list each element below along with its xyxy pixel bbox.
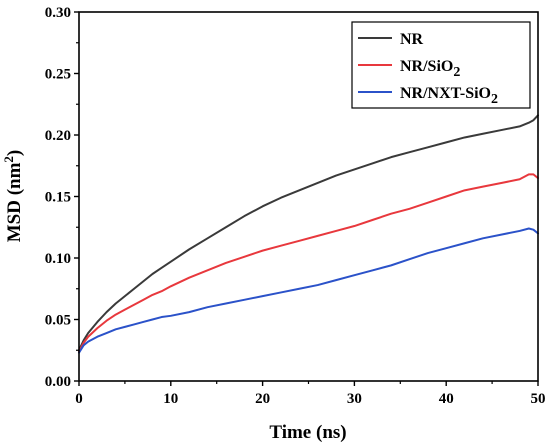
x-tick-label: 40 — [439, 391, 454, 407]
y-axis-title-superscript: 2 — [1, 156, 16, 163]
y-axis-title-tail: ) — [4, 150, 25, 156]
legend-label-subscript: 2 — [491, 92, 498, 107]
axes: 0 10 20 30 40 50 0.00 0.05 0.10 0.15 0.20 0.25 0.30 — [45, 5, 546, 407]
legend-label-3: NR/NXT-SiO2 — [400, 85, 498, 107]
x-tick-label: 20 — [255, 391, 270, 407]
y-axis-title-main: MSD (nm — [4, 162, 25, 242]
x-axis-title: Time (ns) — [269, 422, 346, 443]
legend-label-main: NR/NXT-SiO — [400, 85, 491, 102]
legend-label-main: NR/SiO — [400, 58, 453, 75]
y-axis-title: MSD (nm2) — [1, 150, 25, 243]
series-line-1 — [78, 114, 539, 352]
y-tick-label: 0.20 — [45, 128, 71, 144]
y-tick-label: 0.25 — [45, 67, 71, 83]
y-tick-label: 0.15 — [45, 190, 71, 206]
legend-label-main: NR — [400, 31, 424, 48]
legend-label-2: NR/SiO2 — [400, 58, 460, 80]
y-tick-label: 0.05 — [45, 313, 71, 329]
series-line-2 — [78, 173, 539, 353]
y-tick-label: 0.30 — [45, 5, 71, 21]
x-tick-label: 30 — [347, 391, 362, 407]
legend-label-subscript: 2 — [453, 65, 460, 80]
x-tick-label: 50 — [531, 391, 546, 407]
series-line-3 — [78, 227, 539, 354]
y-tick-label: 0.10 — [45, 251, 71, 267]
plot-area — [78, 114, 539, 354]
legend-label-1: NR — [400, 31, 424, 48]
y-tick-label: 0.00 — [45, 374, 71, 390]
x-tick-label: 10 — [163, 391, 178, 407]
x-tick-label: 0 — [75, 391, 83, 407]
